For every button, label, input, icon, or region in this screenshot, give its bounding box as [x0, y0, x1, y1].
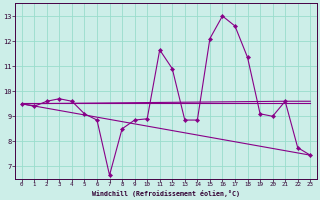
X-axis label: Windchill (Refroidissement éolien,°C): Windchill (Refroidissement éolien,°C): [92, 190, 240, 197]
